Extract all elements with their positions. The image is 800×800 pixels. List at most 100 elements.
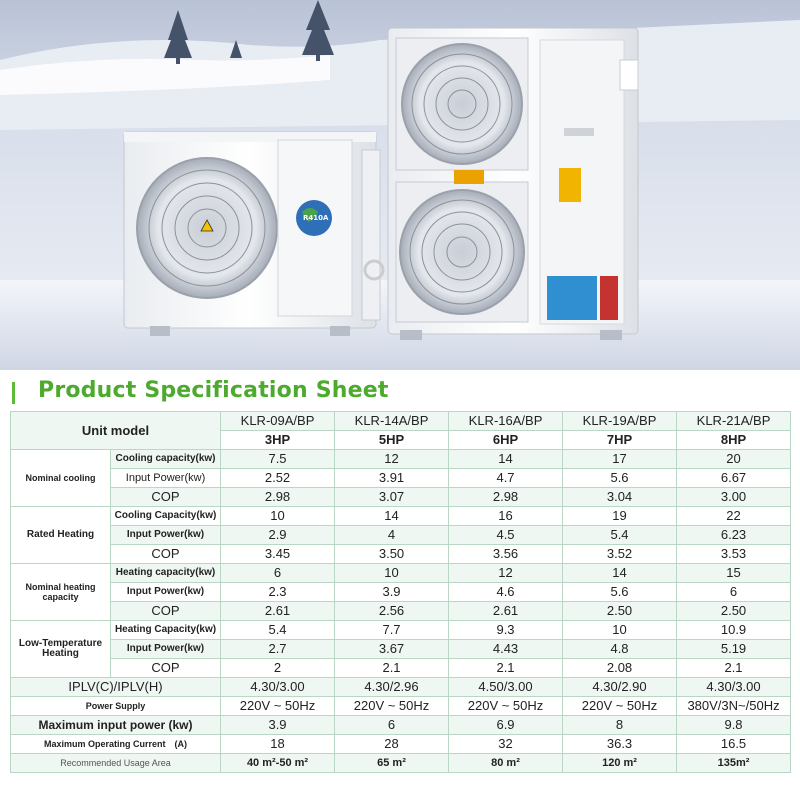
cell-value: 3.9 [220,715,336,735]
group-label: Rated Heating [10,506,111,564]
table-row: COP 2.98 3.07 2.98 3.04 3.00 [11,487,792,507]
cell-value: 2.50 [562,601,678,621]
table-row: Rated Heating Cooling Capacity(kw) 10 14… [10,506,792,564]
cell-value: 380V/3N~/50Hz [676,696,792,716]
cell-value: 4.43 [448,639,564,659]
cell-value: 2.1 [334,658,450,678]
row-label: Heating capacity(kw) [109,563,222,583]
table-row-hp: 3HP 5HP 6HP 7HP 8HP [11,430,792,450]
table-row: COP 3.45 3.50 3.56 3.52 3.53 [11,544,792,564]
cell-value: 4.30/2.96 [334,677,450,697]
cell-value: 4.30/2.90 [562,677,678,697]
cell-value: 6 [676,582,792,602]
cell-value: 6.67 [676,468,792,488]
cell-value: 5.6 [562,582,678,602]
cell-value: 3.9 [334,582,450,602]
cell-value: 5.6 [562,468,678,488]
cell-value: 2.98 [448,487,564,507]
cell-value: 2.1 [448,658,564,678]
row-label: Maximum Operating Current (A) [9,734,222,754]
heading-accent-bar [12,382,15,404]
cell-value: 3.67 [334,639,450,659]
table-row: Low-Temperature Heating Heating Capacity… [10,620,792,678]
refrigerant-badge: R410A [303,214,329,222]
cell-value: 14 [334,506,450,526]
row-label: COP [109,487,222,507]
cell-value: 32 [448,734,564,754]
cell-value: 14 [448,449,564,469]
cell-value: 7.5 [220,449,336,469]
row-label: Recommended Usage Area [9,753,222,773]
large-unit-illustration [387,27,639,340]
cell-value: 80 m² [448,753,564,773]
cell-value: 4.50/3.00 [448,677,564,697]
cell-value: 220V ~ 50Hz [562,696,678,716]
cell-value: 10 [334,563,450,583]
cell-value: 2.56 [334,601,450,621]
table-row: COP 2 2.1 2.1 2.08 2.1 [11,658,792,678]
cell-value: 2.3 [220,582,336,602]
cell-value: 220V ~ 50Hz [448,696,564,716]
page-title: Product Specification Sheet [38,378,389,403]
cell-value: 5.19 [676,639,792,659]
row-label: Input Power(kw) [109,639,222,659]
cell-value: 3.56 [448,544,564,564]
cell-value: 6.9 [448,715,564,735]
cell-value: 5.4 [220,620,336,640]
cell-value: 2.61 [220,601,336,621]
cell-value: 2.98 [220,487,336,507]
cell-value: 4.5 [448,525,564,545]
row-label: Input Power(kw) [109,582,222,602]
group-label: Nominal heating capacity [10,563,111,621]
row-label: Heating Capacity(kw) [109,620,222,640]
spec-table: Unit model KLR-09A/BP KLR-14A/BP KLR-16A… [9,411,792,773]
cell-value: 2.9 [220,525,336,545]
table-row-max-current: Maximum Operating Current (A) 18 28 32 3… [9,734,792,754]
row-label: COP [109,601,222,621]
cell-value: 2.61 [448,601,564,621]
cell-value: 220V ~ 50Hz [334,696,450,716]
row-label: Cooling Capacity(kw) [109,506,222,526]
cell-value: 2.1 [676,658,792,678]
horsepower: 6HP [448,430,564,450]
model-name: KLR-19A/BP [562,411,678,431]
table-row: COP 2.61 2.56 2.61 2.50 2.50 [11,601,792,621]
cell-value: 10 [220,506,336,526]
cell-value: 10 [562,620,678,640]
group-label: Low-Temperature Heating [10,620,111,678]
cell-value: 7.7 [334,620,450,640]
sheet-heading: Product Specification Sheet [0,378,800,408]
cell-value: 28 [334,734,450,754]
cell-value: 3.91 [334,468,450,488]
model-name: KLR-09A/BP [220,411,336,431]
group-label: Nominal cooling [10,449,111,507]
row-label: IPLV(C)/IPLV(H) [9,677,222,697]
cell-value: 14 [562,563,678,583]
cell-value: 9.8 [676,715,792,735]
table-row: Nominal heating capacity Heating capacit… [10,563,792,621]
small-unit-illustration: R410A [123,131,385,336]
cell-value: 15 [676,563,792,583]
model-name: KLR-16A/BP [448,411,564,431]
model-name: KLR-14A/BP [334,411,450,431]
cell-value: 9.3 [448,620,564,640]
cell-value: 65 m² [334,753,450,773]
row-label: Input Power(kw) [109,468,222,488]
horsepower: 3HP [220,430,336,450]
table-row-max-input-power: Maximum input power (kw) 3.9 6 6.9 8 9.8 [9,715,792,735]
cell-value: 40 m²-50 m² [220,753,336,773]
table-row-power-supply: Power Supply 220V ~ 50Hz 220V ~ 50Hz 220… [9,696,792,716]
cell-value: 18 [220,734,336,754]
cell-value: 8 [562,715,678,735]
cell-value: 4 [334,525,450,545]
cell-value: 12 [334,449,450,469]
cell-value: 120 m² [562,753,678,773]
table-row-models: Unit model KLR-09A/BP KLR-14A/BP KLR-16A… [9,411,792,450]
cell-value: 10.9 [676,620,792,640]
cell-value: 2 [220,658,336,678]
table-row: Input Power(kw) 2.3 3.9 4.6 5.6 6 [11,582,792,602]
cell-value: 5.4 [562,525,678,545]
table-row: Input Power(kw) 2.52 3.91 4.7 5.6 6.67 [11,468,792,488]
cell-value: 2.50 [676,601,792,621]
cell-value: 16.5 [676,734,792,754]
